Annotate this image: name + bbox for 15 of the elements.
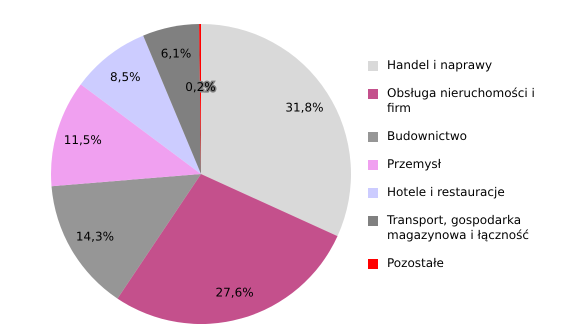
legend-label: Przemysł xyxy=(387,157,442,172)
data-label: 11,5% xyxy=(64,133,102,148)
data-label: 31,8% xyxy=(285,100,324,114)
pie-slice xyxy=(52,174,201,299)
legend-label: Obsługa nieruchomości i firm xyxy=(387,86,536,116)
data-label: 14,3% xyxy=(76,229,114,244)
data-label: 8,5% xyxy=(110,70,141,84)
pie-slice xyxy=(117,174,338,324)
legend-label: Handel i naprawy xyxy=(387,58,494,73)
data-label: 27,6% xyxy=(216,285,254,300)
data-label: 6,1% xyxy=(160,46,192,61)
legend-label: Pozostałe xyxy=(387,256,445,271)
legend-label: Transport, gospodarka magazynowa i łączność xyxy=(387,213,530,243)
legend-label: Hotele i restauracje xyxy=(387,185,506,200)
legend-label: Budownictwo xyxy=(387,129,468,144)
